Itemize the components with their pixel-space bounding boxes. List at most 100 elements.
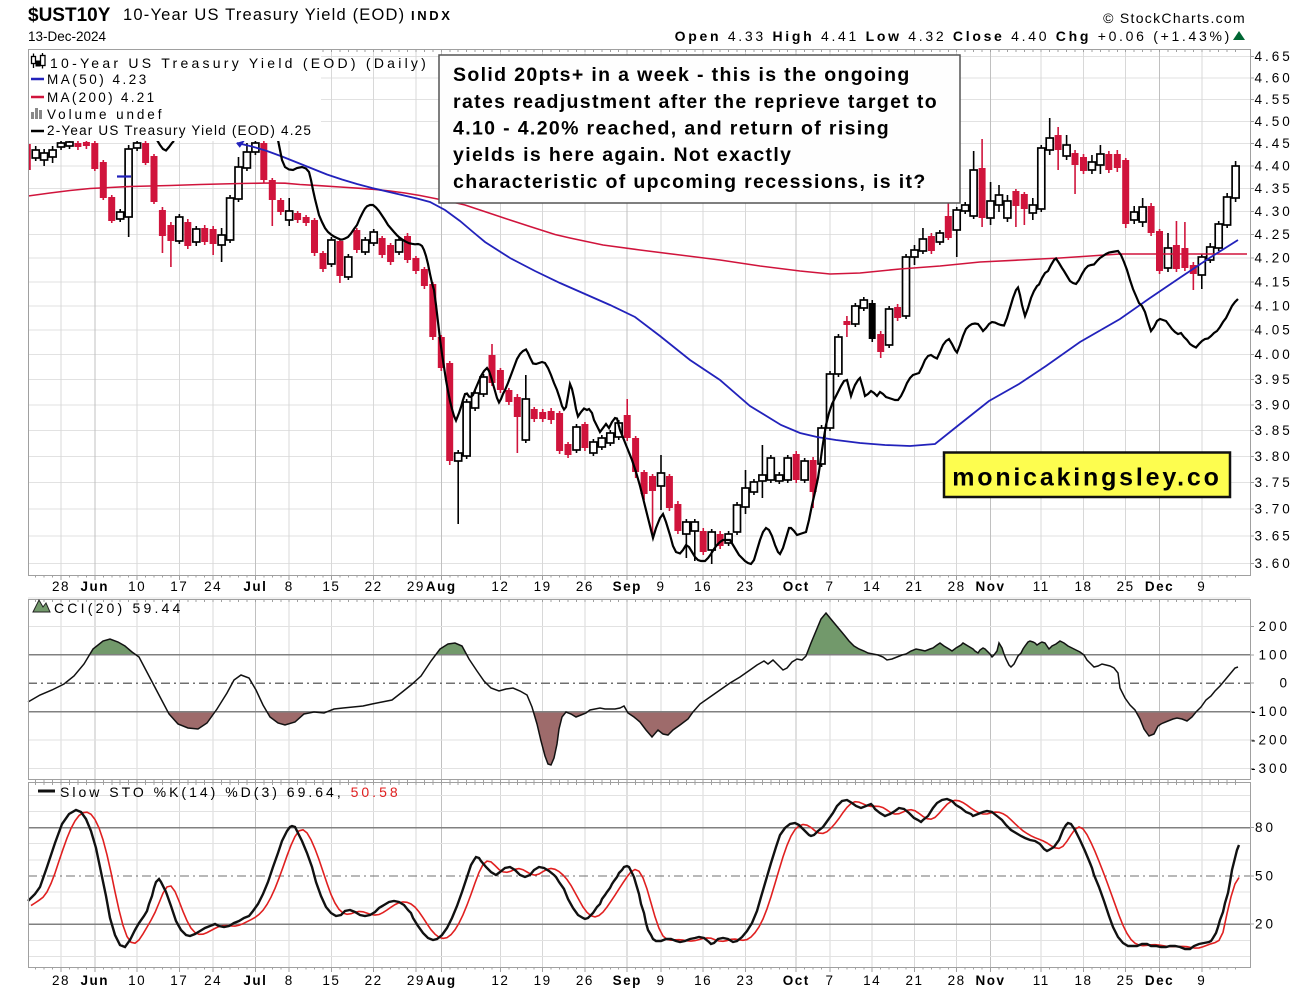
svg-text:rates readjustment after the r: rates readjustment after the reprieve ta… xyxy=(453,91,938,113)
svg-text:17: 17 xyxy=(170,579,188,594)
svg-text:monicakingsley.co: monicakingsley.co xyxy=(952,464,1221,492)
svg-text:28: 28 xyxy=(948,579,966,594)
svg-text:3.85: 3.85 xyxy=(1255,423,1293,438)
svg-text:4.45: 4.45 xyxy=(1255,136,1293,151)
svg-text:3.90: 3.90 xyxy=(1255,397,1293,412)
svg-text:$UST10Y: $UST10Y xyxy=(28,5,111,26)
svg-text:4.15: 4.15 xyxy=(1255,274,1293,289)
svg-text:50: 50 xyxy=(1255,868,1276,883)
svg-text:28: 28 xyxy=(52,579,70,594)
svg-text:Dec: Dec xyxy=(1145,579,1174,594)
svg-text:Sep: Sep xyxy=(613,973,642,988)
svg-text:15: 15 xyxy=(322,973,340,988)
svg-text:25: 25 xyxy=(1117,973,1135,988)
svg-text:10: 10 xyxy=(128,579,146,594)
svg-text:8: 8 xyxy=(285,973,294,988)
svg-text:4.10: 4.10 xyxy=(1255,298,1293,313)
svg-text:Solid 20pts+ in a week - this: Solid 20pts+ in a week - this is the ong… xyxy=(453,64,911,86)
svg-text:4.55: 4.55 xyxy=(1255,92,1293,107)
svg-text:MA(50) 4.23: MA(50) 4.23 xyxy=(47,72,149,87)
svg-text:28: 28 xyxy=(52,973,70,988)
svg-text:28: 28 xyxy=(948,973,966,988)
svg-text:10: 10 xyxy=(128,973,146,988)
svg-text:23: 23 xyxy=(736,579,754,594)
svg-text:4.30: 4.30 xyxy=(1255,204,1293,219)
svg-text:2-Year US Treasury Yield (EOD): 2-Year US Treasury Yield (EOD) 4.25 xyxy=(47,123,312,138)
svg-text:22: 22 xyxy=(365,973,383,988)
svg-text:4.50: 4.50 xyxy=(1255,114,1293,129)
svg-text:14: 14 xyxy=(863,579,881,594)
svg-text:-300: -300 xyxy=(1251,761,1290,776)
svg-text:16: 16 xyxy=(694,973,712,988)
svg-text:12: 12 xyxy=(491,579,509,594)
svg-text:Dec: Dec xyxy=(1145,973,1174,988)
svg-text:15: 15 xyxy=(322,579,340,594)
svg-text:3.65: 3.65 xyxy=(1255,529,1293,544)
svg-text:23: 23 xyxy=(736,973,754,988)
svg-text:9: 9 xyxy=(656,973,665,988)
svg-text:yields is here again. Not exac: yields is here again. Not exactly xyxy=(453,144,792,166)
svg-text:9: 9 xyxy=(656,579,665,594)
svg-text:26: 26 xyxy=(576,973,594,988)
svg-text:14: 14 xyxy=(863,973,881,988)
svg-text:Nov: Nov xyxy=(975,973,1005,988)
svg-text:80: 80 xyxy=(1255,820,1276,835)
svg-text:3.75: 3.75 xyxy=(1255,475,1293,490)
svg-text:12: 12 xyxy=(491,973,509,988)
svg-text:10-Year US Treasury Yield (EOD: 10-Year US Treasury Yield (EOD) xyxy=(123,6,405,24)
svg-text:4.65: 4.65 xyxy=(1255,49,1293,64)
svg-text:25: 25 xyxy=(1117,579,1135,594)
svg-text:29: 29 xyxy=(407,579,425,594)
svg-text:Jul: Jul xyxy=(243,579,267,594)
svg-text:18: 18 xyxy=(1074,579,1092,594)
svg-text:3.60: 3.60 xyxy=(1255,556,1293,571)
svg-text:4.60: 4.60 xyxy=(1255,70,1293,85)
svg-text:20: 20 xyxy=(1255,917,1276,932)
svg-text:Aug: Aug xyxy=(426,973,457,988)
svg-text:22: 22 xyxy=(365,579,383,594)
svg-text:9: 9 xyxy=(1197,973,1206,988)
svg-text:3.95: 3.95 xyxy=(1255,372,1293,387)
svg-text:Sep: Sep xyxy=(613,579,642,594)
svg-text:19: 19 xyxy=(534,579,552,594)
svg-text:3.80: 3.80 xyxy=(1255,449,1293,464)
svg-text:19: 19 xyxy=(534,973,552,988)
svg-text:Aug: Aug xyxy=(426,579,457,594)
svg-text:26: 26 xyxy=(576,579,594,594)
svg-text:9: 9 xyxy=(1197,579,1206,594)
svg-text:CCI(20) 59.44: CCI(20) 59.44 xyxy=(54,600,184,616)
svg-text:-100: -100 xyxy=(1251,704,1290,719)
svg-text:© StockCharts.com: © StockCharts.com xyxy=(1103,10,1246,26)
svg-text:4.25: 4.25 xyxy=(1255,227,1293,242)
svg-text:11: 11 xyxy=(1033,579,1050,594)
svg-text:24: 24 xyxy=(204,579,222,594)
svg-text:Jun: Jun xyxy=(81,579,110,594)
svg-text:8: 8 xyxy=(285,579,294,594)
svg-text:characteristic of upcoming rec: characteristic of upcoming recessions, i… xyxy=(453,171,927,193)
svg-text:29: 29 xyxy=(407,973,425,988)
svg-text:21: 21 xyxy=(905,973,923,988)
svg-text:7: 7 xyxy=(825,973,834,988)
svg-text:17: 17 xyxy=(170,973,188,988)
svg-text:4.20: 4.20 xyxy=(1255,251,1293,266)
svg-text:16: 16 xyxy=(694,579,712,594)
svg-text:200: 200 xyxy=(1258,619,1290,634)
svg-text:10-Year US Treasury Yield (EOD: 10-Year US Treasury Yield (EOD) (Daily) xyxy=(50,55,429,71)
svg-text:4.00: 4.00 xyxy=(1255,347,1293,362)
svg-text:7: 7 xyxy=(825,579,834,594)
svg-text:100: 100 xyxy=(1258,647,1290,662)
svg-text:Oct: Oct xyxy=(783,579,810,594)
svg-text:MA(200) 4.21: MA(200) 4.21 xyxy=(47,90,156,105)
svg-text:-200: -200 xyxy=(1251,733,1290,748)
svg-text:Slow STO %K(14) %D(3) 69.64, 5: Slow STO %K(14) %D(3) 69.64, 50.58 xyxy=(60,784,401,800)
svg-text:Volume undef: Volume undef xyxy=(47,107,164,122)
svg-text:4.35: 4.35 xyxy=(1255,181,1293,196)
svg-text:24: 24 xyxy=(204,973,222,988)
svg-text:21: 21 xyxy=(905,579,923,594)
svg-text:Oct: Oct xyxy=(783,973,810,988)
svg-text:Nov: Nov xyxy=(975,579,1005,594)
svg-text:0: 0 xyxy=(1279,676,1290,691)
svg-text:11: 11 xyxy=(1033,973,1050,988)
svg-text:Jun: Jun xyxy=(81,973,110,988)
svg-text:4.40: 4.40 xyxy=(1255,158,1293,173)
